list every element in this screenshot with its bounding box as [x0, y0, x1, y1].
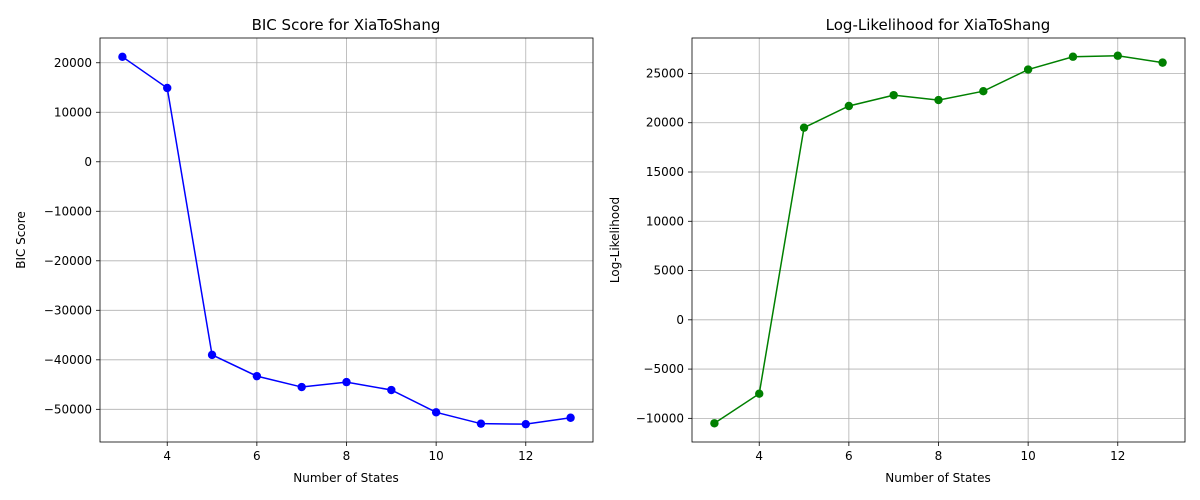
- data-point: [252, 371, 262, 381]
- x-tick-label: 8: [935, 449, 943, 463]
- x-tick-label: 6: [253, 449, 261, 463]
- data-point: [755, 389, 764, 398]
- y-tick-label: 20000: [54, 56, 92, 70]
- data-point: [342, 377, 351, 387]
- y-tick-label: −10000: [44, 204, 92, 218]
- y-tick-label: −30000: [44, 303, 92, 317]
- chart-title: BIC Score for XiaToShang: [252, 16, 441, 34]
- y-axis-label: Log-Likelihood: [608, 197, 622, 283]
- y-tick-label: −10000: [636, 411, 684, 425]
- x-tick-label: 6: [845, 449, 853, 463]
- data-point: [566, 413, 575, 422]
- y-tick-label: 0: [84, 155, 92, 169]
- data-point: [387, 385, 396, 395]
- plot-frame: [99, 37, 594, 443]
- x-tick-label: 4: [163, 449, 171, 463]
- data-point: [1068, 52, 1078, 61]
- data-point: [297, 382, 306, 392]
- y-tick-label: −20000: [44, 254, 92, 268]
- data-point: [1158, 58, 1167, 67]
- x-tick-label: 10: [428, 449, 443, 463]
- data-point: [799, 123, 809, 132]
- y-tick-label: −5000: [643, 362, 684, 376]
- y-tick-label: −50000: [44, 402, 92, 416]
- data-point: [521, 419, 530, 429]
- y-tick-label: 10000: [54, 105, 92, 119]
- data-point: [431, 408, 441, 417]
- y-axis-label: BIC Score: [14, 211, 28, 269]
- data-point: [979, 87, 988, 96]
- data-point: [844, 101, 854, 111]
- x-tick-label: 10: [1020, 449, 1035, 463]
- x-tick-label: 12: [1110, 449, 1125, 463]
- data-point: [476, 419, 486, 428]
- y-tick-label: 20000: [646, 116, 684, 130]
- x-tick-label: 8: [343, 449, 351, 463]
- data-point: [207, 350, 217, 360]
- y-tick-label: −40000: [44, 353, 92, 367]
- plot-frame: [691, 37, 1186, 443]
- y-tick-label: 5000: [653, 264, 684, 278]
- log-likelihood-chart: Log-Likelihood for XiaToShang Number of …: [608, 16, 1186, 485]
- data-point: [1113, 51, 1122, 60]
- y-tick-label: 10000: [646, 214, 684, 228]
- x-axis-label: Number of States: [293, 471, 398, 485]
- bic-score-chart: BIC Score for XiaToShang Number of State…: [14, 16, 594, 485]
- y-tick-label: 0: [676, 313, 684, 327]
- x-tick-label: 12: [518, 449, 533, 463]
- data-point: [118, 52, 127, 62]
- y-tick-label: 15000: [646, 165, 684, 179]
- data-point: [889, 90, 898, 100]
- data-point: [1023, 65, 1033, 74]
- data-point: [163, 83, 172, 93]
- x-tick-label: 4: [755, 449, 763, 463]
- data-point: [710, 419, 719, 428]
- x-axis-label: Number of States: [885, 471, 990, 485]
- chart-title: Log-Likelihood for XiaToShang: [826, 16, 1051, 34]
- y-tick-label: 25000: [646, 66, 684, 80]
- data-point: [934, 95, 943, 105]
